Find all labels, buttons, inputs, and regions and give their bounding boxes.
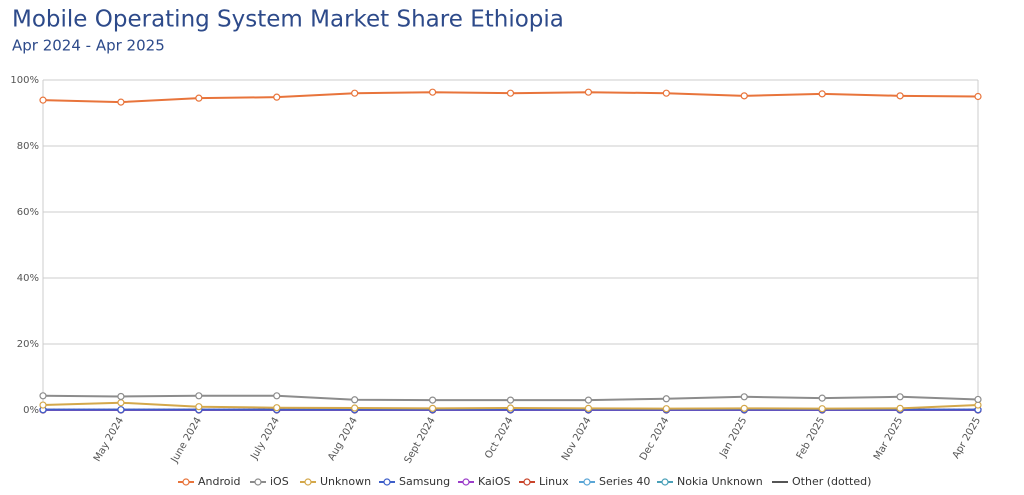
data-point	[662, 405, 670, 413]
data-point	[506, 396, 515, 404]
data-point	[818, 405, 826, 413]
data-point	[117, 98, 125, 106]
chart-title: Mobile Operating System Market Share Eth…	[12, 7, 564, 33]
x-tick-label: Mar 2025	[872, 416, 905, 463]
data-point	[351, 89, 359, 97]
data-point	[740, 92, 748, 100]
x-tick-label: Jan 2025	[717, 416, 749, 461]
data-point	[896, 404, 904, 412]
data-point	[273, 392, 281, 400]
data-point	[117, 392, 125, 401]
data-point	[195, 403, 203, 411]
x-tick-label: Oct 2024	[483, 416, 515, 461]
data-point	[428, 88, 437, 96]
data-point	[428, 396, 437, 404]
data-point	[117, 399, 125, 407]
legend-label: Other (dotted)	[792, 475, 871, 488]
legend-marker	[661, 478, 669, 486]
x-tick-label: Sept 2024	[403, 416, 438, 466]
legend-label: Samsung	[399, 475, 450, 488]
legend-label: iOS	[270, 475, 289, 488]
legend-label: KaiOS	[478, 475, 510, 488]
legend-label: Android	[198, 475, 241, 488]
data-point	[896, 92, 904, 100]
data-point	[39, 401, 47, 409]
x-tick-label: July 2024	[249, 416, 282, 463]
legend-label: Linux	[539, 475, 569, 488]
legend-label: Nokia Unknown	[677, 475, 763, 488]
data-point	[39, 96, 47, 104]
x-tick-label: Nov 2024	[560, 416, 594, 463]
data-point	[896, 393, 904, 401]
data-point	[662, 395, 670, 403]
data-point	[273, 93, 281, 101]
data-point	[584, 396, 593, 404]
data-point	[584, 88, 593, 96]
x-tick-label: Apr 2025	[951, 416, 983, 461]
legend-marker	[383, 478, 391, 486]
data-point	[818, 394, 826, 402]
data-point	[506, 89, 515, 97]
y-tick-label: 80%	[17, 141, 39, 152]
y-tick-label: 0%	[23, 405, 39, 416]
data-point	[351, 396, 359, 404]
data-point	[974, 395, 982, 404]
legend-marker	[254, 478, 262, 486]
data-point	[351, 404, 359, 412]
chart-subtitle: Apr 2024 - Apr 2025	[12, 37, 165, 55]
data-point	[273, 404, 281, 412]
legend-marker	[304, 478, 312, 486]
legend-label: Series 40	[599, 475, 650, 488]
data-point	[740, 404, 748, 412]
data-point	[39, 392, 47, 400]
data-point	[195, 392, 203, 400]
x-tick-label: Aug 2024	[326, 416, 360, 463]
x-tick-label: June 2024	[169, 416, 204, 466]
legend-marker	[462, 478, 470, 486]
legend-marker	[182, 478, 190, 486]
data-point	[117, 406, 125, 414]
y-tick-label: 100%	[10, 75, 39, 86]
legend-marker	[523, 478, 531, 486]
data-point	[740, 393, 748, 401]
y-tick-label: 40%	[17, 273, 39, 284]
data-point	[974, 92, 982, 101]
x-tick-label: Feb 2025	[795, 416, 828, 462]
x-tick-label: May 2024	[92, 416, 126, 464]
data-point	[195, 94, 203, 102]
data-point	[506, 404, 515, 412]
y-tick-label: 60%	[17, 207, 39, 218]
x-tick-label: Dec 2024	[638, 416, 672, 463]
data-point	[428, 404, 437, 412]
legend-label: Unknown	[320, 475, 371, 488]
data-point	[818, 90, 826, 98]
y-tick-label: 20%	[17, 339, 39, 350]
data-point	[662, 89, 670, 97]
legend-marker	[583, 478, 591, 486]
data-point	[584, 404, 593, 412]
